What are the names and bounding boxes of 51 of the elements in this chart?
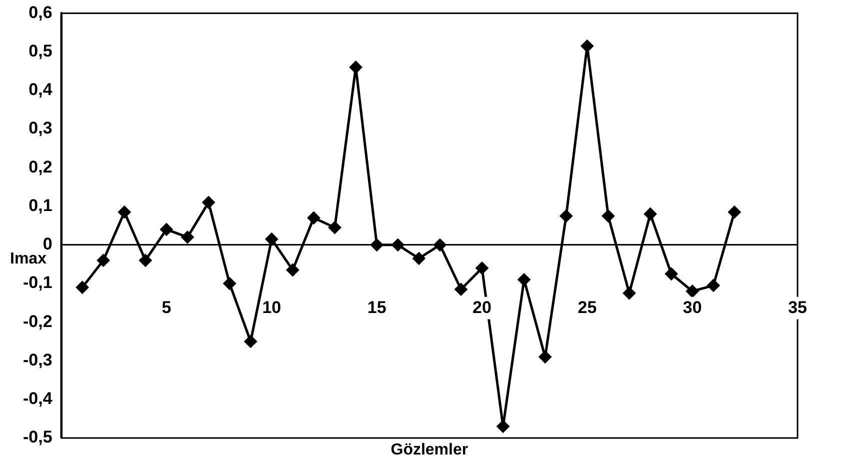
point [265,232,278,246]
x-tick-label: 30 [682,298,702,317]
point [202,196,216,209]
y-tick-label: 0,1 [28,196,52,215]
point [138,254,152,267]
y-tick-label: -0,4 [22,389,53,408]
y-tick-label: 0,4 [28,80,53,100]
x-tick-label: 15 [367,298,386,317]
point [286,264,300,277]
point [349,60,362,74]
point [181,230,194,244]
y-tick-label: 0,2 [28,157,52,176]
point [538,350,552,364]
point [454,282,468,296]
y-tick-label: -0,5 [22,428,52,447]
point [622,286,636,300]
y-tick-label: 0,3 [28,118,52,138]
point [412,252,426,265]
point [223,277,236,290]
point [96,254,110,267]
x-tick-label: 20 [472,298,492,317]
x-axis-title: Gözlemler [390,441,468,458]
point [560,209,573,222]
x-tick-label: 35 [788,298,808,317]
y-tick-label: -0,1 [22,273,52,292]
point [476,262,489,275]
point [328,221,342,234]
point [496,420,510,433]
point [370,238,384,252]
y-tick-label: 0,5 [28,42,52,61]
point [602,209,615,222]
point [728,206,741,219]
point [160,222,173,236]
point [391,238,404,252]
point [118,206,131,219]
point [518,273,531,286]
point [706,278,720,292]
x-tick-label: 25 [578,298,597,317]
point [433,238,446,252]
y-tick-label: -0,3 [22,350,52,370]
x-tick-label: 10 [262,298,282,317]
y-tick-label: 0,6 [28,2,52,22]
x-tick-label: 5 [162,298,172,317]
point [307,211,320,224]
point [686,284,699,298]
point [244,334,258,348]
point [644,208,657,221]
y-tick-label: -0,2 [22,312,52,331]
point [580,40,594,53]
point [664,267,678,280]
point [76,280,89,294]
